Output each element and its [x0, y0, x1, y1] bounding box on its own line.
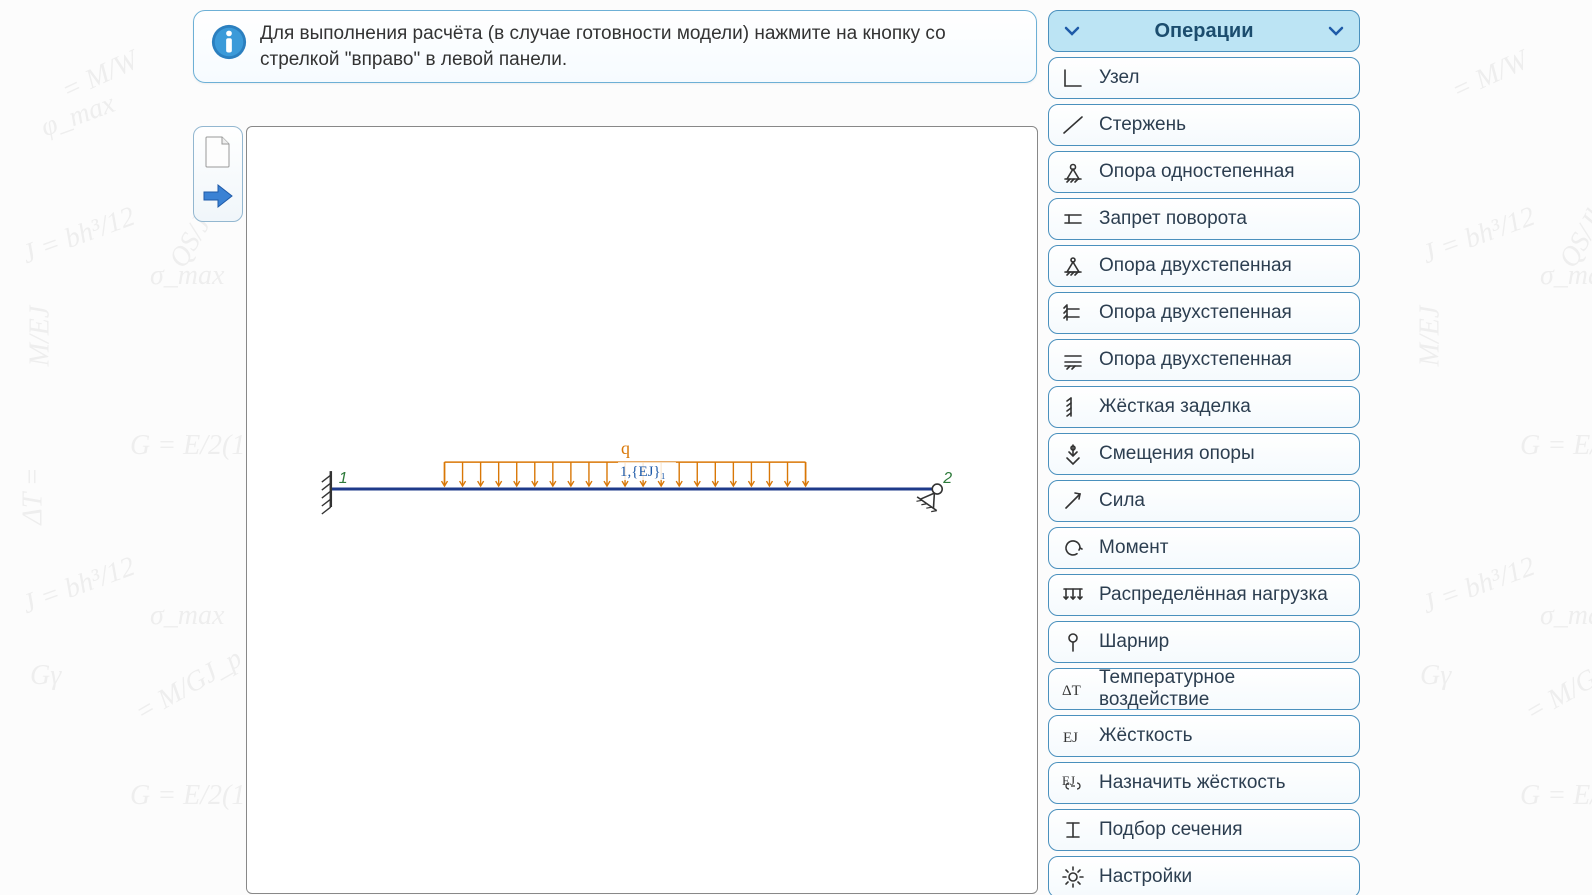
svg-text:EJ: EJ — [1063, 730, 1078, 746]
rot-lock-icon — [1061, 207, 1085, 231]
ops-item-assign-stiff[interactable]: EJ Назначить жёсткость — [1048, 762, 1360, 804]
ops-item-label: Узел — [1099, 67, 1347, 89]
ops-item-support2b[interactable]: Опора двухстепенная — [1048, 292, 1360, 334]
ops-item-support1[interactable]: Опора одностепенная — [1048, 151, 1360, 193]
model-canvas[interactable]: 1 2 q 1,{EJ}₁ — [246, 126, 1038, 894]
info-icon — [210, 23, 248, 61]
ops-item-support2c[interactable]: Опора двухстепенная — [1048, 339, 1360, 381]
operations-title: Операции — [1081, 20, 1327, 43]
svg-text:1: 1 — [339, 470, 348, 487]
svg-text:q: q — [621, 438, 630, 458]
node-icon — [1061, 66, 1085, 90]
support1-icon — [1061, 160, 1085, 184]
svg-text:1,{EJ}₁: 1,{EJ}₁ — [620, 464, 666, 480]
rod-icon — [1061, 113, 1085, 137]
operations-header[interactable]: Операции — [1048, 10, 1360, 52]
support2b-icon — [1061, 301, 1085, 325]
new-document-button[interactable] — [201, 135, 235, 169]
ops-item-moment[interactable]: Момент — [1048, 527, 1360, 569]
sup-displ-icon — [1061, 442, 1085, 466]
ops-item-hinge[interactable]: Шарнир — [1048, 621, 1360, 663]
ops-item-rod[interactable]: Стержень — [1048, 104, 1360, 146]
ops-item-label: Сила — [1099, 490, 1347, 512]
ops-item-label: Жёсткость — [1099, 725, 1347, 747]
ops-item-label: Распределённая нагрузка — [1099, 584, 1347, 606]
svg-text:ΔT: ΔT — [1062, 683, 1081, 699]
ops-item-force[interactable]: Сила — [1048, 480, 1360, 522]
ops-item-support2a[interactable]: Опора двухстепенная — [1048, 245, 1360, 287]
operations-panel: Операции Узел Стержень Опора одностепенная… — [1048, 10, 1360, 895]
ops-item-label: Настройки — [1099, 866, 1347, 888]
assign-stiff-icon: EJ — [1061, 771, 1085, 795]
thermal-icon: ΔT — [1061, 677, 1085, 701]
chevron-down-icon — [1327, 22, 1345, 40]
moment-icon — [1061, 536, 1085, 560]
ops-item-settings[interactable]: Настройки — [1048, 856, 1360, 895]
ops-item-label: Опора двухстепенная — [1099, 302, 1347, 324]
chevron-down-icon — [1063, 22, 1081, 40]
stiffness-icon: EJ — [1061, 724, 1085, 748]
ops-item-label: Смещения опоры — [1099, 443, 1347, 465]
ops-item-label: Опора двухстепенная — [1099, 255, 1347, 277]
ops-item-section[interactable]: Подбор сечения — [1048, 809, 1360, 851]
ops-item-fixed[interactable]: Жёсткая заделка — [1048, 386, 1360, 428]
ops-item-distload[interactable]: Распределённая нагрузка — [1048, 574, 1360, 616]
ops-item-label: Момент — [1099, 537, 1347, 559]
ops-item-label: Стержень — [1099, 114, 1347, 136]
hinge-icon — [1061, 630, 1085, 654]
settings-icon — [1061, 865, 1085, 889]
ops-item-label: Шарнир — [1099, 631, 1347, 653]
ops-item-node[interactable]: Узел — [1048, 57, 1360, 99]
ops-item-label: Опора двухстепенная — [1099, 349, 1347, 371]
section-icon — [1061, 818, 1085, 842]
fixed-icon — [1061, 395, 1085, 419]
ops-item-sup-displ[interactable]: Смещения опоры — [1048, 433, 1360, 475]
ops-item-label: Температурное воздействие — [1099, 667, 1347, 711]
support2c-icon — [1061, 348, 1085, 372]
ops-item-rot-lock[interactable]: Запрет поворота — [1048, 198, 1360, 240]
svg-text:2: 2 — [942, 470, 952, 487]
ops-item-thermal[interactable]: ΔT Температурное воздействие — [1048, 668, 1360, 710]
ops-item-stiffness[interactable]: EJ Жёсткость — [1048, 715, 1360, 757]
info-bar: Для выполнения расчёта (в случае готовно… — [193, 10, 1037, 83]
ops-item-label: Опора одностепенная — [1099, 161, 1347, 183]
ops-item-label: Подбор сечения — [1099, 819, 1347, 841]
info-text: Для выполнения расчёта (в случае готовно… — [260, 21, 1020, 72]
force-icon — [1061, 489, 1085, 513]
ops-item-label: Назначить жёсткость — [1099, 772, 1347, 794]
support2a-icon — [1061, 254, 1085, 278]
distload-icon — [1061, 583, 1085, 607]
run-analysis-button[interactable] — [201, 179, 235, 213]
ops-item-label: Запрет поворота — [1099, 208, 1347, 230]
ops-item-label: Жёсткая заделка — [1099, 396, 1347, 418]
left-toolbar — [193, 126, 243, 222]
